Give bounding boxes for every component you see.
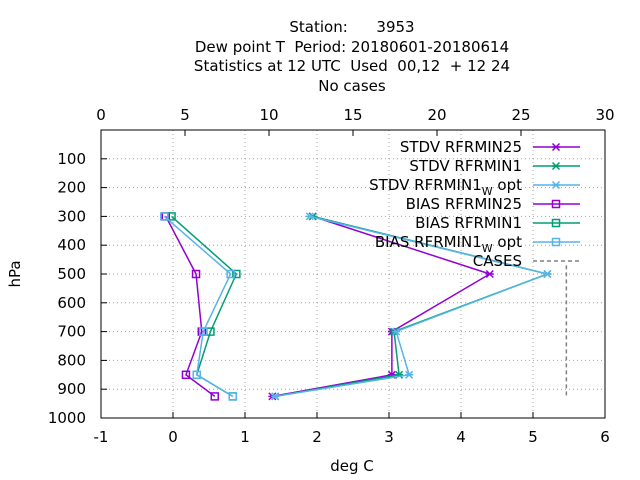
data-point: [160, 212, 169, 221]
data-point: [232, 269, 241, 279]
x-tick-label: 0: [168, 428, 178, 446]
title-line-statistics: Statistics at 12 UTC Used 00,12 + 12 24: [194, 57, 510, 75]
legend-label: BIAS RFRMIN1: [415, 214, 522, 232]
data-point: [198, 327, 208, 336]
data-point: [392, 327, 401, 336]
x2-tick-label: 20: [427, 106, 446, 124]
data-point: [405, 370, 414, 379]
x-tick-label: 4: [456, 428, 466, 446]
legend-label: STDV RFRMIN1: [409, 157, 522, 175]
x2-tick-label: 25: [511, 106, 530, 124]
y-tick-label: 200: [57, 179, 86, 197]
y-tick-label: 1000: [48, 409, 86, 427]
y-tick-label: 700: [57, 323, 86, 341]
title-line-cases: No cases: [318, 77, 386, 95]
data-point: [543, 269, 552, 279]
x2-tick-label: 15: [343, 106, 362, 124]
y-axis-label: hPa: [6, 260, 24, 287]
series-line: [165, 216, 216, 397]
x-tick-label: 2: [312, 428, 322, 446]
y-tick-label: 800: [57, 351, 86, 369]
data-point: [210, 392, 220, 401]
series-stdv-rfrmin1-w-opt: [271, 212, 552, 401]
legend-marker: [551, 142, 561, 152]
legend-entry: CASES: [473, 252, 580, 270]
x-tick-label: 3: [384, 428, 394, 446]
y-tick-label: 900: [57, 380, 86, 398]
legend-entry: STDV RFRMIN25: [400, 138, 580, 156]
data-point: [226, 269, 235, 279]
legend-entry: BIAS RFRMIN25: [406, 195, 580, 213]
data-point: [192, 370, 202, 380]
x-tick-label: 5: [528, 428, 538, 446]
chart-title: Station: 3953 Dew point T Period: 201806…: [194, 18, 510, 95]
series-bias-rfrmin1-w-opt: [160, 212, 238, 401]
data-point: [485, 269, 494, 279]
y-tick-label: 100: [57, 150, 86, 168]
x2-tick-label: 10: [259, 106, 278, 124]
title-line-period: Dew point T Period: 20180601-20180614: [195, 38, 509, 56]
legend-marker: [551, 180, 561, 190]
legend-marker: [551, 218, 561, 228]
data-point: [181, 370, 191, 380]
series-layer: [160, 212, 568, 401]
x2-tick-label: 30: [595, 106, 614, 124]
x2-tick-label: 0: [96, 106, 106, 124]
axis-ticks: -1 0 1 2 3 4 5 6 0 5 10 15 20 25 30 100 200 300 400 500 600 7…: [48, 106, 615, 446]
x-axis-label: deg C: [330, 457, 374, 475]
y-tick-label: 500: [57, 265, 86, 283]
y-tick-label: 300: [57, 207, 86, 225]
x-tick-label: -1: [94, 428, 109, 446]
series-bias-rfrmin25: [161, 212, 220, 401]
legend-label: STDV RFRMIN25: [400, 138, 522, 156]
legend-marker: [551, 237, 561, 247]
y-tick-label: 400: [57, 236, 86, 254]
legend-marker: [551, 199, 561, 209]
x2-tick-label: 5: [180, 106, 190, 124]
y-tick-label: 600: [57, 294, 86, 312]
series-line: [163, 215, 234, 398]
grid-lines: [101, 130, 605, 418]
legend-label: BIAS RFRMIN25: [406, 195, 522, 213]
legend-entry: STDV RFRMIN1: [409, 157, 580, 175]
legend-label: CASES: [473, 252, 522, 270]
title-line-station: Station: 3953: [289, 18, 414, 36]
data-point: [228, 392, 238, 401]
x-tick-label: 6: [600, 428, 610, 446]
data-point: [191, 269, 201, 279]
legend-marker: [551, 161, 561, 171]
series-line: [171, 215, 238, 398]
x-tick-label: 1: [240, 428, 250, 446]
data-point: [271, 392, 280, 401]
legend-entry: BIAS RFRMIN1: [415, 214, 580, 232]
data-point: [305, 212, 314, 221]
